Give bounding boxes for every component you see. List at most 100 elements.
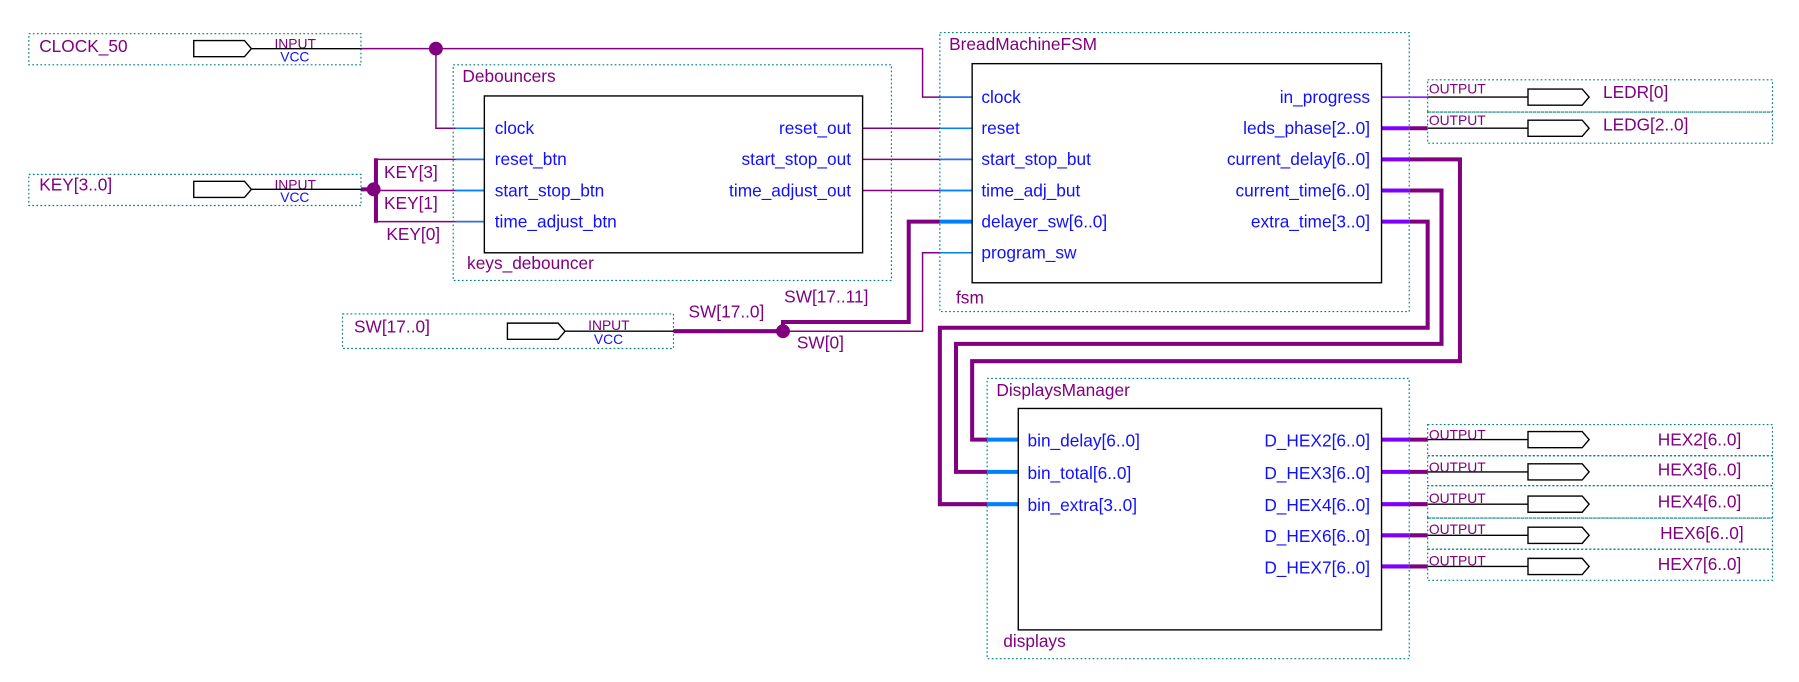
input-port: time_adj_but — [981, 180, 1080, 200]
junction-dot — [776, 324, 790, 339]
output-pin-icon — [1527, 495, 1591, 513]
input-port: bin_extra[3..0] — [1028, 495, 1138, 515]
output-pin-hex3[interactable]: OUTPUT HEX3[6..0] — [1427, 455, 1774, 487]
wires — [360, 41, 1528, 569]
module-frame — [939, 31, 1410, 313]
pin-type: OUTPUT — [1429, 552, 1486, 568]
instance-name: fsm — [956, 288, 984, 308]
pin-type: INPUT — [588, 317, 630, 333]
output-pin-hex2[interactable]: OUTPUT HEX2[6..0] — [1427, 424, 1774, 457]
port-stub-bus — [987, 437, 1019, 507]
output-port: D_HEX6[6..0] — [1264, 526, 1370, 546]
output-pin-icon — [1527, 430, 1591, 449]
pin-default: VCC — [280, 48, 309, 64]
clock-debouncer-wire — [435, 48, 485, 129]
pin-type: INPUT — [274, 36, 316, 52]
sw0-wire — [783, 252, 940, 332]
output-port: leds_phase[2..0] — [1243, 118, 1370, 138]
output-port: D_HEX2[6..0] — [1264, 431, 1370, 451]
input-port: start_stop_btn — [495, 180, 605, 200]
pin-name: CLOCK_50 — [39, 36, 127, 56]
pin-type: OUTPUT — [1429, 459, 1486, 475]
pin-default: VCC — [594, 331, 623, 347]
input-pin-key[interactable]: KEY[3..0] INPUT VCC — [28, 173, 362, 207]
output-pin-hex6[interactable]: OUTPUT HEX6[6..0] — [1427, 517, 1774, 550]
output-pin-ledg[interactable]: OUTPUT LEDG[2..0] — [1427, 111, 1774, 144]
input-pin-icon — [193, 180, 253, 199]
output-port: start_stop_out — [742, 149, 852, 169]
input-pin-sw[interactable]: SW[17..0] INPUT VCC — [341, 313, 675, 350]
pin-frame — [1427, 485, 1774, 519]
bus-label: KEY[3] — [384, 162, 438, 182]
pin-name: HEX7[6..0] — [1658, 554, 1742, 574]
bus-label: SW[0] — [797, 332, 844, 352]
pin-name: KEY[3..0] — [39, 175, 112, 195]
output-port: D_HEX3[6..0] — [1264, 463, 1370, 483]
input-port: bin_total[6..0] — [1028, 463, 1132, 483]
module-name: Debouncers — [462, 66, 556, 86]
pin-frame — [1427, 517, 1774, 550]
current-delay-bus — [970, 157, 1462, 442]
output-pin-icon — [1527, 119, 1591, 137]
pin-default: VCC — [280, 189, 309, 205]
pin-name: LEDG[2..0] — [1603, 115, 1689, 135]
instance-name: keys_debouncer — [467, 253, 594, 273]
output-pin-ledr[interactable]: OUTPUT LEDR[0] — [1427, 79, 1774, 113]
output-port: in_progress — [1280, 87, 1371, 107]
pin-name: HEX2[6..0] — [1658, 429, 1742, 449]
module-block — [971, 62, 1383, 284]
module-block — [483, 95, 864, 254]
output-port: current_delay[6..0] — [1227, 149, 1370, 169]
pin-name: SW[17..0] — [354, 316, 430, 336]
pin-type: OUTPUT — [1429, 427, 1486, 443]
input-port: clock — [495, 118, 535, 138]
pin-name: HEX6[6..0] — [1660, 523, 1744, 543]
pin-frame — [1427, 79, 1774, 113]
pin-name: LEDR[0] — [1603, 82, 1668, 102]
debouncers-module[interactable]: Debouncers clock reset_btn start_stop_bt… — [452, 64, 893, 282]
output-port: D_HEX7[6..0] — [1264, 557, 1370, 577]
bus-label: KEY[1] — [384, 193, 438, 213]
pin-type: OUTPUT — [1429, 490, 1486, 506]
extra-time-bus — [937, 219, 1430, 507]
output-port: reset_out — [779, 118, 851, 138]
pin-type: OUTPUT — [1429, 112, 1486, 128]
port-stub-bus — [1381, 437, 1410, 569]
input-pin-icon — [506, 322, 566, 340]
input-port: delayer_sw[6..0] — [981, 211, 1107, 231]
output-pin-hex7[interactable]: OUTPUT HEX7[6..0] — [1427, 548, 1774, 581]
input-pin-clock[interactable]: CLOCK_50 INPUT VCC — [28, 33, 362, 66]
input-port: time_adjust_btn — [495, 211, 617, 231]
bus-label: SW[17..0] — [688, 301, 764, 321]
module-name: DisplaysManager — [996, 380, 1130, 400]
input-port: program_sw — [981, 243, 1077, 263]
port-stubs — [455, 127, 485, 223]
bus-label: KEY[0] — [386, 224, 440, 244]
displays-module[interactable]: DisplaysManager bin_delay[6..0] bin_tota… — [986, 377, 1410, 660]
pin-type: INPUT — [274, 176, 316, 192]
pin-name: HEX3[6..0] — [1658, 459, 1742, 479]
instance-name: displays — [1003, 631, 1066, 651]
output-port: time_adjust_out — [729, 180, 851, 200]
output-pin-hex4[interactable]: OUTPUT HEX4[6..0] — [1427, 485, 1774, 519]
output-pin-icon — [1527, 526, 1591, 545]
pin-name: HEX4[6..0] — [1658, 492, 1742, 512]
pin-frame — [1427, 548, 1774, 581]
output-port: D_HEX4[6..0] — [1264, 495, 1370, 515]
input-port: reset — [981, 118, 1020, 138]
output-port: extra_time[3..0] — [1251, 211, 1370, 231]
pin-type: OUTPUT — [1429, 81, 1486, 97]
port-stub-bus — [1381, 157, 1410, 224]
pin-frame — [1427, 455, 1774, 487]
input-port: start_stop_but — [981, 149, 1091, 169]
wire — [1427, 438, 1528, 568]
output-pin-icon — [1527, 88, 1591, 106]
module-name: BreadMachineFSM — [949, 34, 1097, 54]
bus-label: SW[17..11] — [784, 286, 868, 306]
output-pin-icon — [1527, 463, 1591, 481]
fsm-module[interactable]: BreadMachineFSM clock reset start_stop_b… — [939, 31, 1410, 313]
input-port: clock — [981, 87, 1021, 107]
module-frame — [452, 64, 893, 282]
module-block — [1017, 407, 1383, 631]
pin-type: OUTPUT — [1429, 521, 1486, 537]
